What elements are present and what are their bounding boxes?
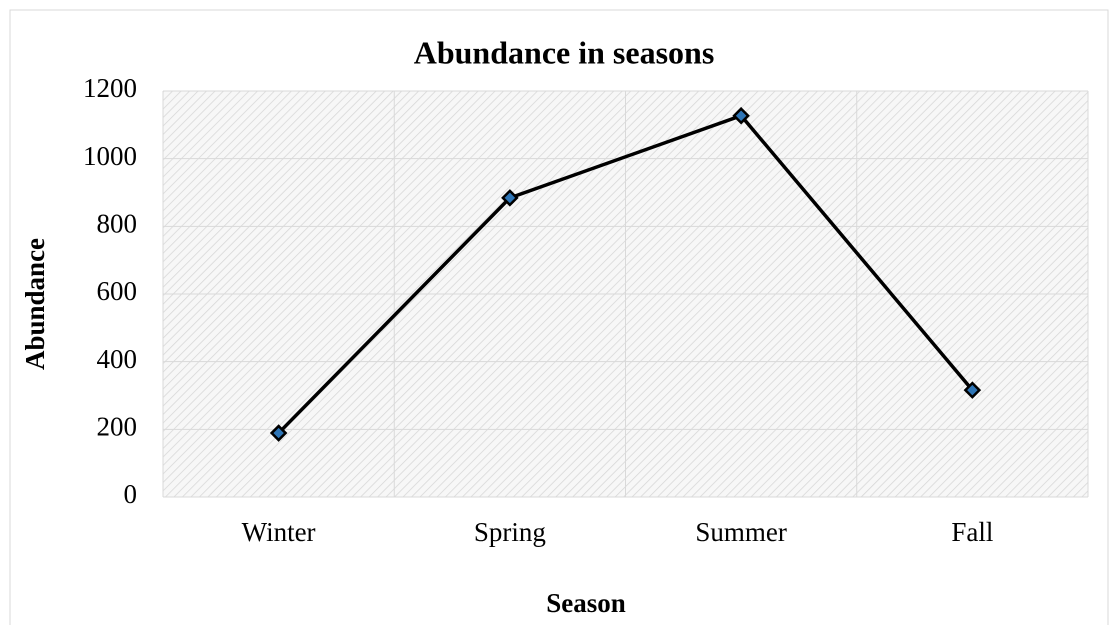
x-tick-label: Fall: [951, 517, 993, 547]
y-tick-label: 0: [124, 479, 138, 509]
x-axis-title: Season: [546, 588, 626, 618]
x-tick-label: Winter: [242, 517, 316, 547]
x-tick-label: Summer: [695, 517, 787, 547]
marker: [501, 189, 519, 207]
y-tick-label: 800: [97, 209, 138, 239]
y-tick-label: 1000: [83, 141, 137, 171]
y-tick-label: 400: [97, 344, 138, 374]
marker: [732, 106, 750, 125]
x-tick-label: Spring: [474, 517, 546, 547]
y-axis-title: Abundance: [20, 238, 50, 370]
chart-title: Abundance in seasons: [414, 34, 715, 70]
marker: [269, 424, 288, 442]
y-tick-label: 1200: [83, 73, 137, 103]
line: [277, 113, 974, 435]
y-tick-label: 200: [97, 412, 138, 442]
y-tick-label: 600: [97, 276, 138, 306]
marker: [963, 381, 982, 399]
